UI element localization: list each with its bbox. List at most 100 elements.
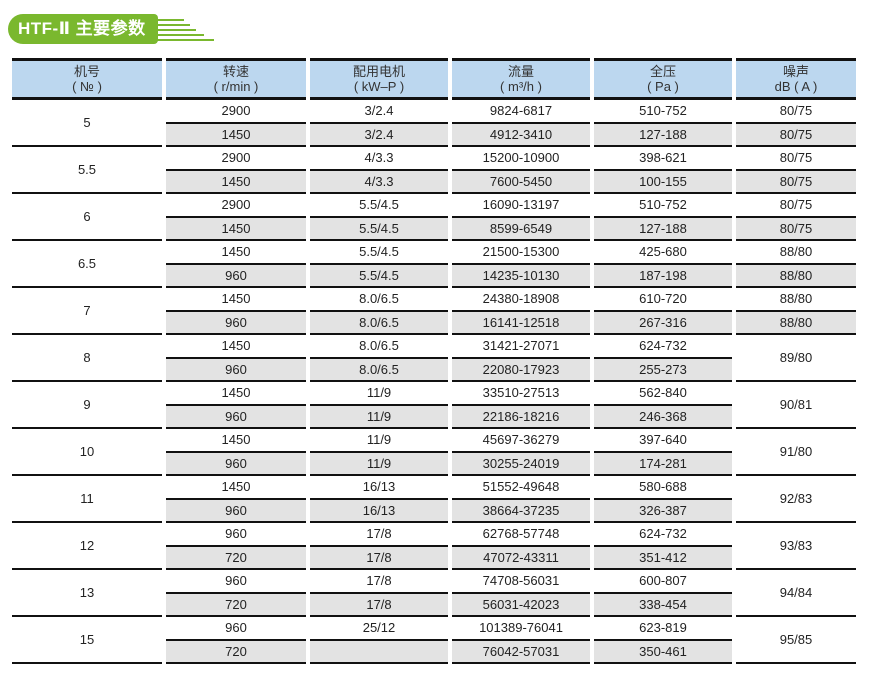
speed-cell: 1450 (166, 288, 306, 312)
pressure-cell: 255-273 (594, 358, 732, 382)
noise-cell: 88/80 (736, 241, 856, 265)
pressure-cell: 397-640 (594, 429, 732, 453)
noise-cell: 89/80 (736, 335, 856, 382)
table-header-row: 机号( № ) 转速( r/min ) 配用电机( kW–P ) 流量( m³/… (12, 58, 856, 100)
speed-cell: 960 (166, 523, 306, 547)
motor-cell: 5.5/4.5 (310, 241, 448, 265)
speed-cell: 960 (166, 499, 306, 523)
speed-cell: 720 (166, 640, 306, 664)
flow-cell: 22080-17923 (452, 358, 590, 382)
flow-cell: 16090-13197 (452, 194, 590, 218)
pressure-cell: 267-316 (594, 311, 732, 335)
motor-cell: 11/9 (310, 429, 448, 453)
pressure-cell: 127-188 (594, 123, 732, 147)
speed-cell: 1450 (166, 335, 306, 359)
table-row: 960 16/13 38664-37235 326-387 (12, 499, 856, 523)
parameters-table: 机号( № ) 转速( r/min ) 配用电机( kW–P ) 流量( m³/… (8, 58, 860, 664)
noise-cell: 80/75 (736, 194, 856, 218)
motor-cell: 16/13 (310, 499, 448, 523)
flow-cell: 15200-10900 (452, 147, 590, 171)
motor-cell: 17/8 (310, 546, 448, 570)
flow-cell: 38664-37235 (452, 499, 590, 523)
flow-cell: 8599-6549 (452, 217, 590, 241)
flow-cell: 14235-10130 (452, 264, 590, 288)
speed-cell: 960 (166, 617, 306, 641)
title-badge: HTF-Ⅱ 主要参数 (8, 13, 158, 44)
model-no-cell: 12 (12, 523, 162, 570)
speed-cell: 2900 (166, 147, 306, 171)
header-speed: 转速( r/min ) (166, 58, 306, 100)
speed-cell: 1450 (166, 382, 306, 406)
speed-cell: 960 (166, 358, 306, 382)
speed-cell: 1450 (166, 476, 306, 500)
flow-cell: 31421-27071 (452, 335, 590, 359)
pressure-cell: 624-732 (594, 523, 732, 547)
speed-cell: 2900 (166, 194, 306, 218)
pressure-cell: 100-155 (594, 170, 732, 194)
table-row: 1450 3/2.4 4912-3410 127-188 80/75 (12, 123, 856, 147)
flow-cell: 51552-49648 (452, 476, 590, 500)
noise-cell: 88/80 (736, 288, 856, 312)
flow-cell: 4912-3410 (452, 123, 590, 147)
table-row: 1450 5.5/4.5 8599-6549 127-188 80/75 (12, 217, 856, 241)
flow-cell: 74708-56031 (452, 570, 590, 594)
flow-cell: 101389-76041 (452, 617, 590, 641)
model-no-cell: 8 (12, 335, 162, 382)
model-no-cell: 5 (12, 100, 162, 147)
noise-cell: 80/75 (736, 217, 856, 241)
motor-cell: 8.0/6.5 (310, 288, 448, 312)
speed-cell: 960 (166, 452, 306, 476)
model-no-cell: 10 (12, 429, 162, 476)
model-no-cell: 6.5 (12, 241, 162, 288)
table-row: 720 17/8 56031-42023 338-454 (12, 593, 856, 617)
motor-cell: 4/3.3 (310, 147, 448, 171)
flow-cell: 22186-18216 (452, 405, 590, 429)
motor-cell: 8.0/6.5 (310, 358, 448, 382)
pressure-cell: 350-461 (594, 640, 732, 664)
flow-cell: 33510-27513 (452, 382, 590, 406)
noise-cell: 90/81 (736, 382, 856, 429)
table-row: 720 76042-57031 350-461 (12, 640, 856, 664)
pressure-cell: 398-621 (594, 147, 732, 171)
table-row: 13 960 17/8 74708-56031 600-807 94/84 (12, 570, 856, 617)
pressure-cell: 351-412 (594, 546, 732, 570)
motor-cell (310, 640, 448, 664)
flow-cell: 21500-15300 (452, 241, 590, 265)
motor-cell: 3/2.4 (310, 100, 448, 124)
motor-cell: 3/2.4 (310, 123, 448, 147)
pressure-cell: 425-680 (594, 241, 732, 265)
model-no-cell: 7 (12, 288, 162, 335)
motor-cell: 25/12 (310, 617, 448, 641)
table-row: 9 1450 11/9 33510-27513 562-840 90/81 (12, 382, 856, 429)
flow-cell: 16141-12518 (452, 311, 590, 335)
speed-cell: 960 (166, 570, 306, 594)
noise-cell: 80/75 (736, 147, 856, 171)
table-row: 960 5.5/4.5 14235-10130 187-198 88/80 (12, 264, 856, 288)
noise-cell: 80/75 (736, 170, 856, 194)
pressure-cell: 174-281 (594, 452, 732, 476)
motor-cell: 5.5/4.5 (310, 194, 448, 218)
speed-cell: 960 (166, 264, 306, 288)
noise-cell: 91/80 (736, 429, 856, 476)
speed-cell: 720 (166, 546, 306, 570)
speed-cell: 1450 (166, 217, 306, 241)
pressure-cell: 600-807 (594, 570, 732, 594)
flow-cell: 9824-6817 (452, 100, 590, 124)
flow-cell: 30255-24019 (452, 452, 590, 476)
flow-cell: 24380-18908 (452, 288, 590, 312)
model-no-cell: 9 (12, 382, 162, 429)
motor-cell: 16/13 (310, 476, 448, 500)
model-no-cell: 5.5 (12, 147, 162, 194)
table-row: 12 960 17/8 62768-57748 624-732 93/83 (12, 523, 856, 570)
flow-cell: 47072-43311 (452, 546, 590, 570)
motor-cell: 5.5/4.5 (310, 217, 448, 241)
pressure-cell: 562-840 (594, 382, 732, 406)
pressure-cell: 623-819 (594, 617, 732, 641)
flow-cell: 45697-36279 (452, 429, 590, 453)
noise-cell: 92/83 (736, 476, 856, 523)
speed-cell: 1450 (166, 429, 306, 453)
header-motor: 配用电机( kW–P ) (310, 58, 448, 100)
speed-cell: 2900 (166, 100, 306, 124)
motor-cell: 17/8 (310, 523, 448, 547)
noise-cell: 95/85 (736, 617, 856, 664)
